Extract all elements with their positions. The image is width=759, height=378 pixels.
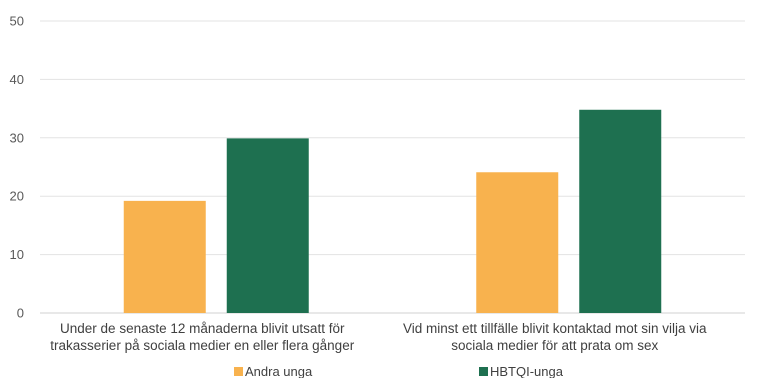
bar-hbtqi-unga-1 xyxy=(226,138,309,313)
y-tick-label: 0 xyxy=(17,306,24,321)
y-tick-label: 30 xyxy=(10,130,24,145)
category-labels: Under de senaste 12 månaderna blivit uts… xyxy=(50,321,707,353)
legend-label: HBTQI-unga xyxy=(490,364,564,378)
bar-hbtqi-unga-2 xyxy=(579,109,662,313)
bar-andra-unga-1 xyxy=(123,200,206,313)
legend-swatch xyxy=(234,367,243,376)
legend: Andra unga HBTQI-unga xyxy=(234,364,564,378)
y-tick-label: 10 xyxy=(10,247,24,262)
bar-andra-unga-2 xyxy=(476,172,559,313)
legend-label: Andra unga xyxy=(245,364,313,378)
category-label: trakasserier på sociala medier en eller … xyxy=(50,338,354,353)
y-tick-label: 50 xyxy=(10,14,24,29)
y-axis-ticks: 0 10 20 30 40 50 xyxy=(10,14,24,321)
legend-swatch xyxy=(479,367,488,376)
category-label: Vid minst ett tillfälle blivit kontaktad… xyxy=(403,321,707,336)
y-tick-label: 40 xyxy=(10,72,24,87)
category-label: sociala medier för att prata om sex xyxy=(451,338,658,353)
y-tick-label: 20 xyxy=(10,189,24,204)
category-label: Under de senaste 12 månaderna blivit uts… xyxy=(60,321,345,336)
bars xyxy=(123,109,662,313)
